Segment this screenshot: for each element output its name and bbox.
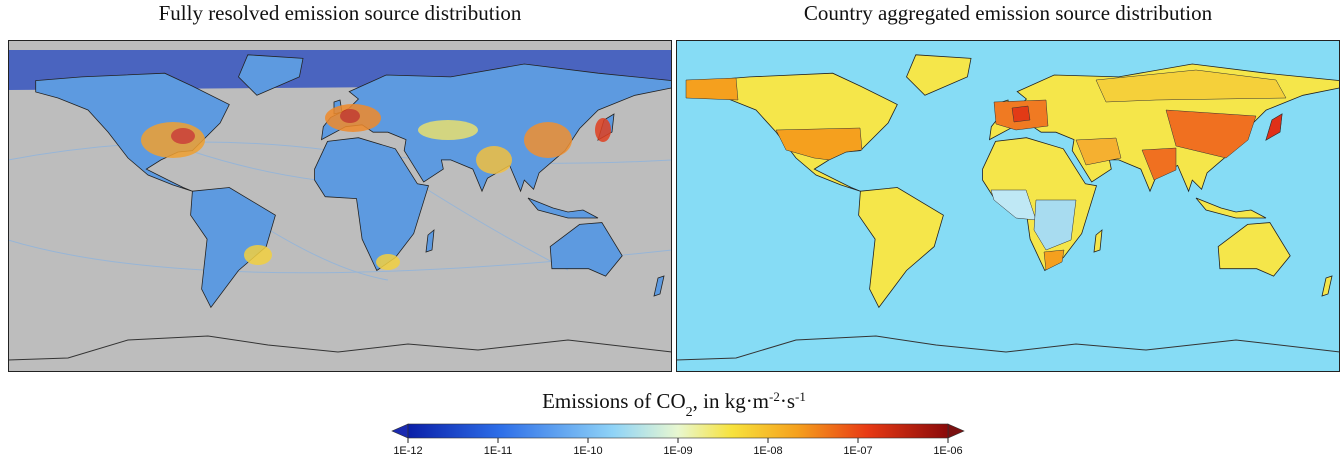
- map-aggregated: [676, 40, 1340, 372]
- label-sub: 2: [686, 405, 693, 420]
- colorbar-over: [948, 424, 964, 438]
- tick-label: 1E-07: [843, 445, 872, 457]
- colorbar-under: [392, 424, 408, 438]
- figure: Fully resolved emission source distribut…: [0, 0, 1341, 461]
- map-title: Country aggregated emission source distr…: [804, 1, 1213, 25]
- map-title: Fully resolved emission source distribut…: [159, 1, 522, 25]
- tick-label: 1E-11: [484, 445, 513, 457]
- tick-label: 1E-06: [933, 445, 962, 457]
- tick-label: 1E-09: [663, 445, 692, 457]
- colorbar-label: Emissions of CO2, in kg·m-2·s-1: [542, 389, 806, 420]
- tick-label: 1E-10: [573, 445, 602, 457]
- label-part: Emissions of CO: [542, 389, 686, 413]
- label-sup: -1: [795, 389, 806, 404]
- tick-label: 1E-12: [393, 445, 422, 457]
- colorbar: [408, 424, 948, 438]
- label-part: ·s: [780, 389, 795, 413]
- tick-label: 1E-08: [753, 445, 782, 457]
- label-sup: -2: [769, 389, 780, 404]
- map-resolved: [8, 40, 672, 372]
- label-part: , in kg·m: [693, 389, 769, 413]
- colorbar-ticks: 1E-12 1E-11 1E-10 1E-09 1E-08 1E-07 1E-06: [393, 438, 962, 457]
